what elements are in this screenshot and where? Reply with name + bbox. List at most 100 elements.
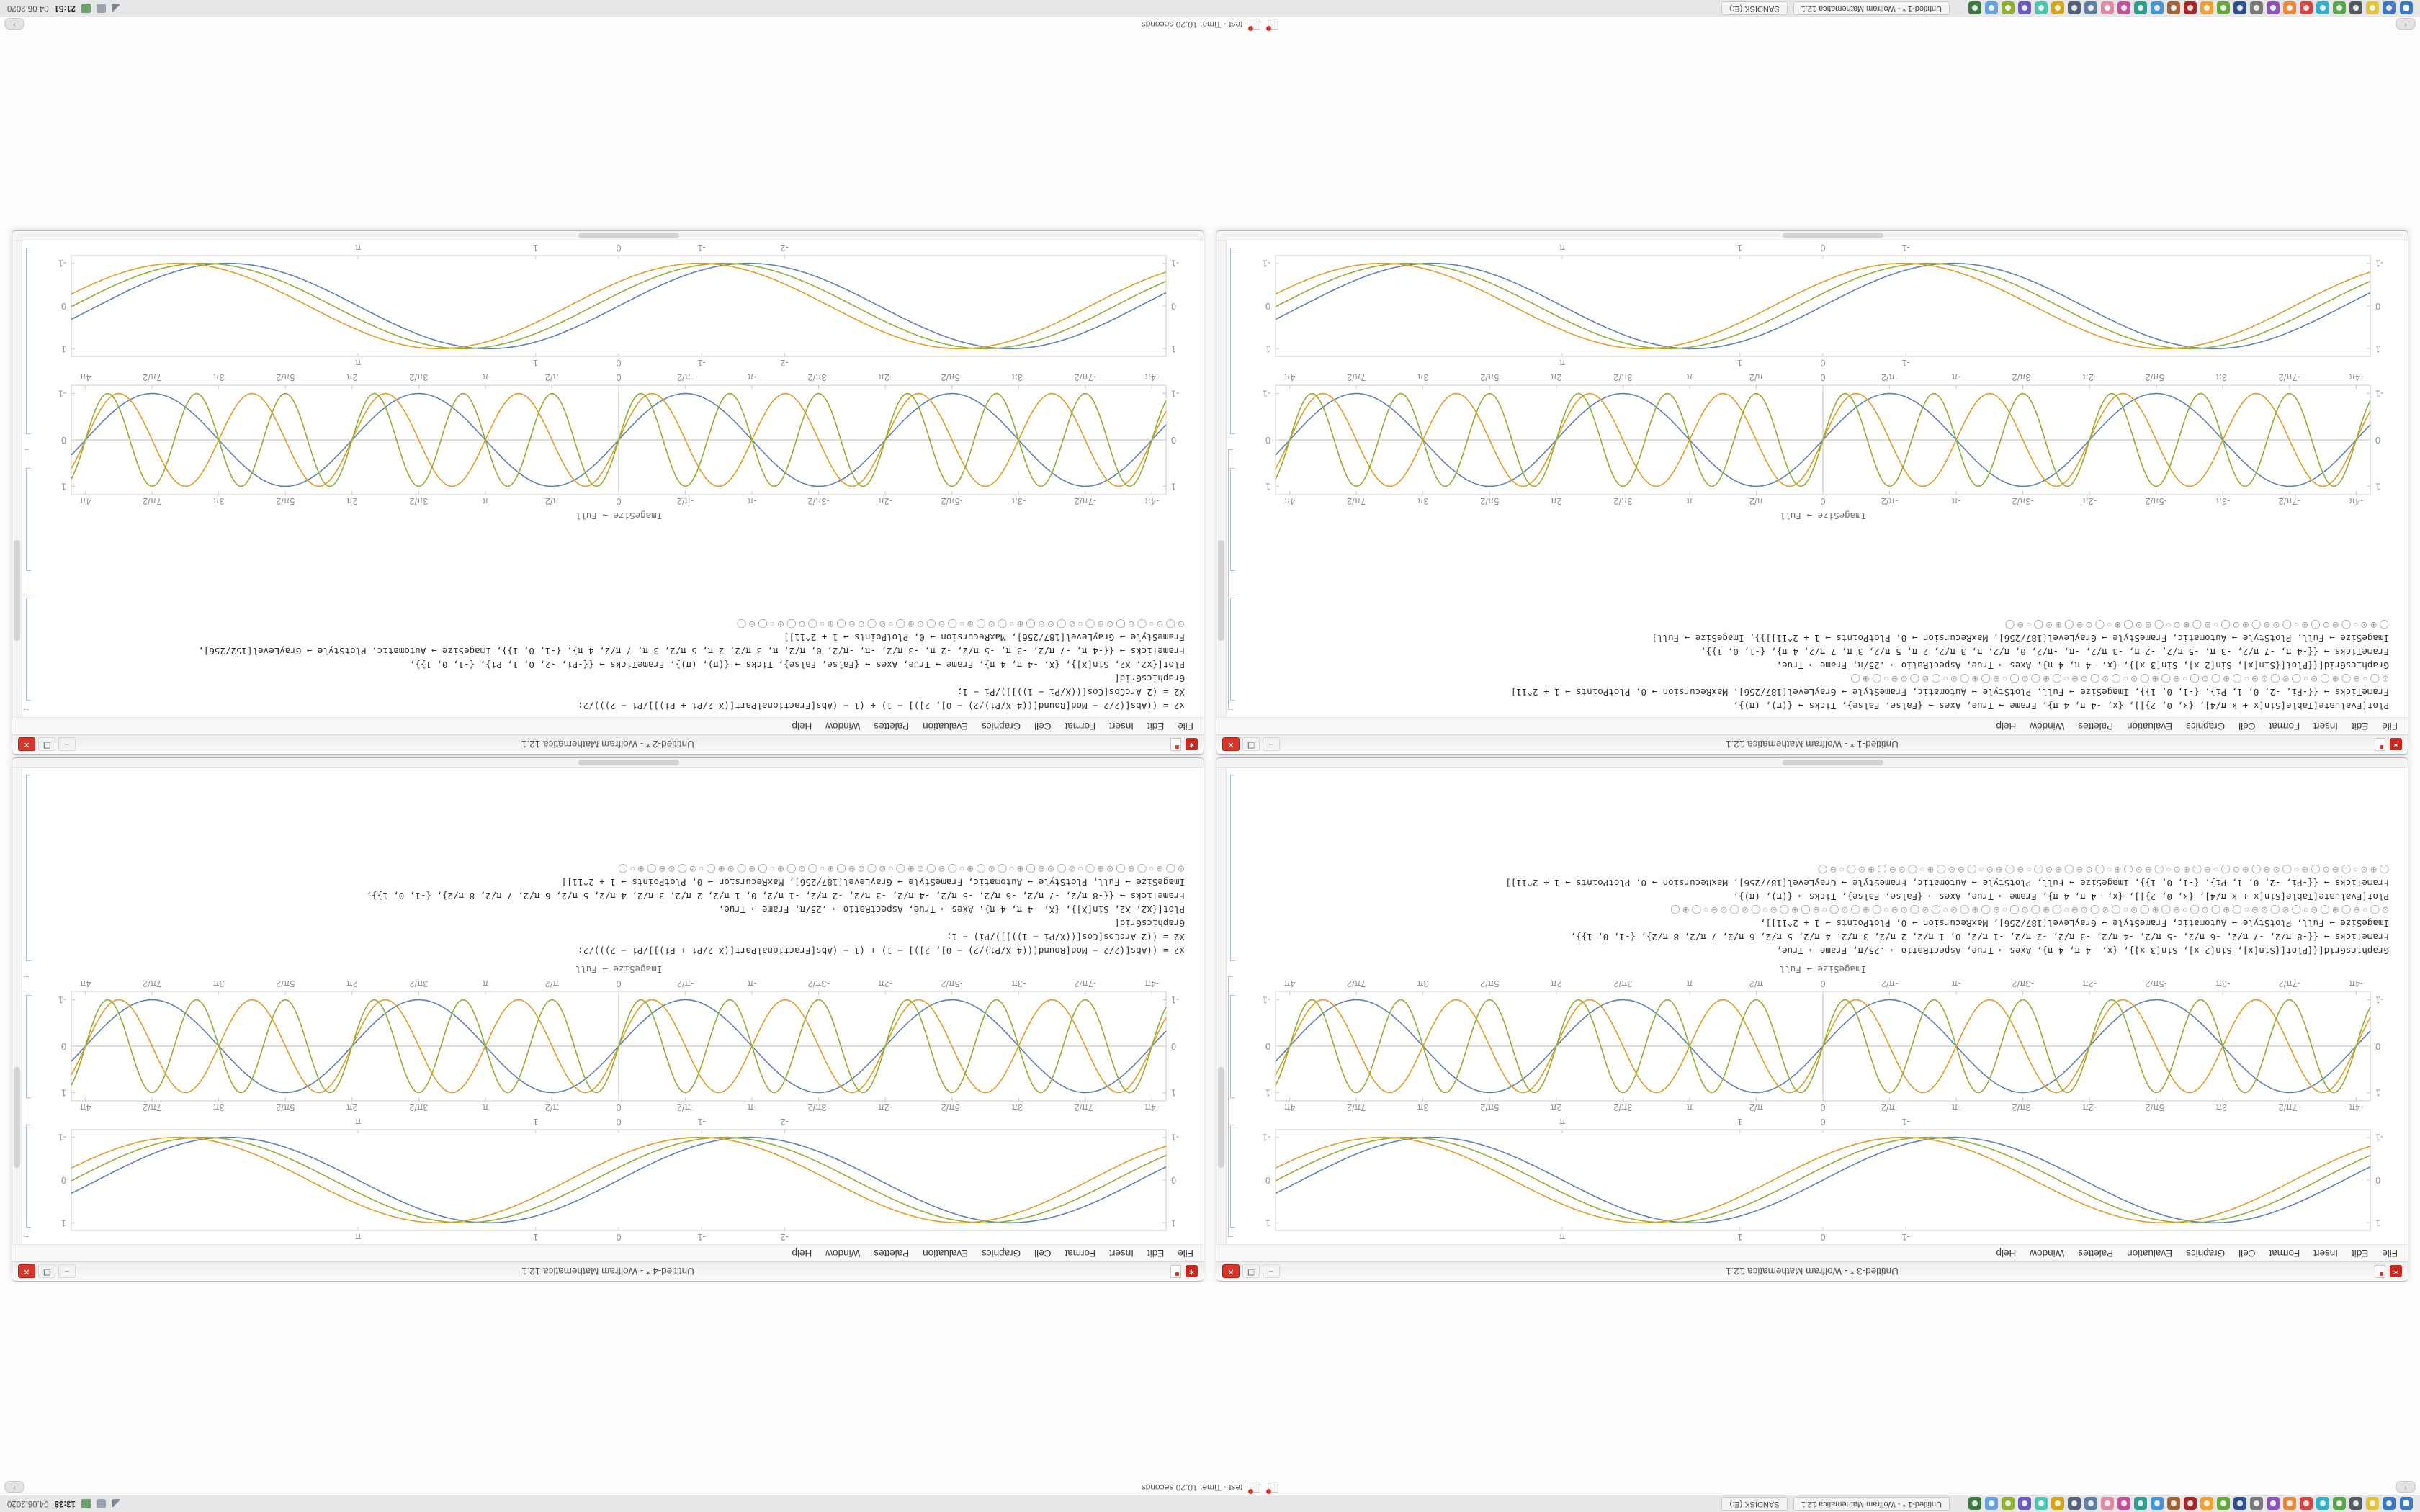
launcher-icon[interactable] (2051, 1497, 2064, 1511)
cell-caption[interactable]: ImageSize → Full (575, 510, 663, 521)
network-icon[interactable] (112, 1499, 121, 1508)
menu-item[interactable]: Graphics (2186, 1248, 2226, 1259)
battery-icon[interactable] (81, 4, 91, 13)
scrollbar-thumb[interactable] (1783, 760, 1884, 765)
launcher-icon[interactable] (2084, 1, 2097, 15)
close-button[interactable]: ✕ (18, 1264, 35, 1279)
notebook-cell[interactable]: X2 = (2 ArcCos[Cos[((X/Pi − 1))]])/Pi − … (956, 687, 1185, 698)
menu-item[interactable]: Evaluation (2127, 721, 2173, 732)
menu-item[interactable]: Format (1065, 721, 1096, 732)
scrollbar-thumb[interactable] (1218, 540, 1224, 642)
notebook-cell[interactable]: FrameStyle → GrayLevel[187/256], MaxRecu… (784, 632, 1185, 643)
cell-bracket-group[interactable] (1228, 248, 1235, 710)
horizontal-scrollbar[interactable] (1216, 758, 2408, 768)
notebook-cell[interactable]: FrameTicks → {{-4 π, -7 π/2, -3 π, -5 π/… (198, 646, 1185, 657)
cell-bracket-group[interactable] (24, 775, 31, 1237)
launcher-icon[interactable] (2349, 1, 2362, 15)
launcher-icon[interactable] (2118, 1, 2130, 15)
collapse-right-button[interactable]: › (4, 18, 24, 30)
minimize-button[interactable]: – (58, 737, 76, 752)
launcher-icon[interactable] (2035, 1, 2048, 15)
notebook-cell[interactable]: ImageSize → Full, PlotStyle → Automatic,… (561, 877, 1185, 888)
menu-item[interactable]: Help (1996, 721, 2017, 732)
launcher-icon[interactable] (2084, 1497, 2097, 1511)
menu-item[interactable]: Insert (1109, 1248, 1134, 1259)
notebook-cell[interactable]: ◯⊕⊙○◯⊖⊙◯⊕○◯⊙⊖◯⊕⊙◯○⊖◯⊕⊙○◯⊖⊙◯⊕○◯⊙⊖◯⊕⊙◯○⊖◯⊕… (1815, 865, 2389, 875)
notebook-cell[interactable]: GraphicsGrid[{{Plot[{Sin[x], Sin[2 x], S… (1776, 945, 2389, 956)
cell-bracket-group[interactable] (1228, 775, 1235, 1237)
notification-icon[interactable] (1268, 1482, 1279, 1493)
launcher-icon[interactable] (2002, 1, 2015, 15)
cell-caption[interactable]: ImageSize → Full (1779, 964, 1867, 975)
launcher-icon[interactable] (2184, 1497, 2197, 1511)
launcher-icon[interactable] (2101, 1497, 2114, 1511)
launcher-icon[interactable] (2300, 1, 2313, 15)
scrollbar-thumb[interactable] (14, 540, 20, 642)
launcher-icon[interactable] (2118, 1497, 2130, 1511)
launcher-icon[interactable] (2233, 1, 2246, 15)
launcher-icon[interactable] (2101, 1, 2114, 15)
launcher-icon[interactable] (2250, 1, 2263, 15)
menu-item[interactable]: Palettes (2078, 1248, 2114, 1259)
menu-item[interactable]: File (1178, 721, 1193, 732)
notebook-cell[interactable]: FrameTicks → {{-4 π, -7 π/2, -3 π, -5 π/… (1700, 647, 2389, 657)
minimize-button[interactable]: – (1263, 737, 1280, 752)
launcher-icon[interactable] (2068, 1, 2081, 15)
launcher-icon[interactable] (2167, 1, 2180, 15)
menu-item[interactable]: Window (825, 721, 861, 732)
notebook-cell[interactable]: FrameTicks → {{-Pi, -2, 0, 1, Pi}, {-1, … (1505, 878, 2389, 888)
minimize-button[interactable]: – (58, 1264, 76, 1279)
task-button[interactable]: SANDISK (E:) (1721, 1497, 1788, 1511)
launcher-icon[interactable] (2333, 1497, 2346, 1511)
menu-item[interactable]: File (1178, 1248, 1193, 1259)
close-button[interactable]: ✕ (1222, 1264, 1240, 1279)
launcher-icon[interactable] (2035, 1497, 2048, 1511)
vertical-scrollbar[interactable] (1216, 240, 1227, 717)
menu-item[interactable]: Help (1996, 1248, 2017, 1259)
notebook-cell[interactable]: GraphicsGrid[ (1114, 918, 1185, 929)
menu-item[interactable]: Graphics (982, 721, 1021, 732)
close-button[interactable]: ✕ (1222, 737, 1240, 752)
menu-item[interactable]: Help (792, 1248, 812, 1259)
menu-item[interactable]: Cell (1034, 721, 1052, 732)
launcher-icon[interactable] (1968, 1, 1981, 15)
launcher-icon[interactable] (2283, 1497, 2296, 1511)
launcher-icon[interactable] (2333, 1, 2346, 15)
launcher-icon[interactable] (2018, 1497, 2031, 1511)
launcher-icon[interactable] (2167, 1497, 2180, 1511)
launcher-icon[interactable] (1985, 1497, 1998, 1511)
launcher-icon[interactable] (2349, 1497, 2362, 1511)
notebook-cell[interactable]: x2 = ((Abs[(2/2 − Mod[Round[((4 X/Pi)/2)… (578, 945, 1185, 956)
start-button[interactable] (2400, 1497, 2413, 1511)
menu-item[interactable]: Window (2030, 1248, 2065, 1259)
notebook-cell[interactable]: ImageSize → Full, PlotStyle → Automatic,… (1652, 633, 2390, 644)
menu-item[interactable]: Graphics (982, 1248, 1021, 1259)
menu-item[interactable]: Format (2269, 1248, 2300, 1259)
notification-icon[interactable] (1268, 19, 1279, 30)
launcher-icon[interactable] (2184, 1, 2197, 15)
cell-caption[interactable]: ImageSize → Full (1779, 510, 1867, 521)
menu-item[interactable]: Edit (1147, 721, 1165, 732)
launcher-icon[interactable] (2200, 1497, 2213, 1511)
menu-item[interactable]: Format (1065, 1248, 1096, 1259)
task-button[interactable]: SANDISK (E:) (1721, 1, 1788, 15)
menu-item[interactable]: Evaluation (2127, 1248, 2173, 1259)
collapse-left-button[interactable]: ‹ (2396, 18, 2416, 30)
launcher-icon[interactable] (1968, 1497, 1981, 1511)
menu-item[interactable]: Edit (1147, 1248, 1165, 1259)
launcher-icon[interactable] (2267, 1, 2280, 15)
launcher-icon[interactable] (2250, 1497, 2263, 1511)
vertical-scrollbar[interactable] (1216, 768, 1227, 1244)
launcher-icon[interactable] (2233, 1497, 2246, 1511)
notebook-cell[interactable]: ImageSize → Full, PlotStyle → Automatic,… (1760, 918, 2389, 929)
menu-item[interactable]: Edit (2351, 721, 2369, 732)
maximize-button[interactable]: ❒ (38, 1264, 55, 1279)
collapse-left-button[interactable]: ‹ (2396, 1481, 2416, 1493)
horizontal-scrollbar[interactable] (12, 231, 1204, 240)
notebook-cell[interactable]: FrameTicks → {{-8 π/2, -7 π/2, -6 π/2, -… (366, 891, 1185, 901)
launcher-icon[interactable] (2151, 1497, 2164, 1511)
vertical-scrollbar[interactable] (12, 768, 22, 1244)
scrollbar-thumb[interactable] (1783, 233, 1884, 238)
vertical-scrollbar[interactable] (12, 240, 22, 717)
launcher-icon[interactable] (2316, 1497, 2329, 1511)
